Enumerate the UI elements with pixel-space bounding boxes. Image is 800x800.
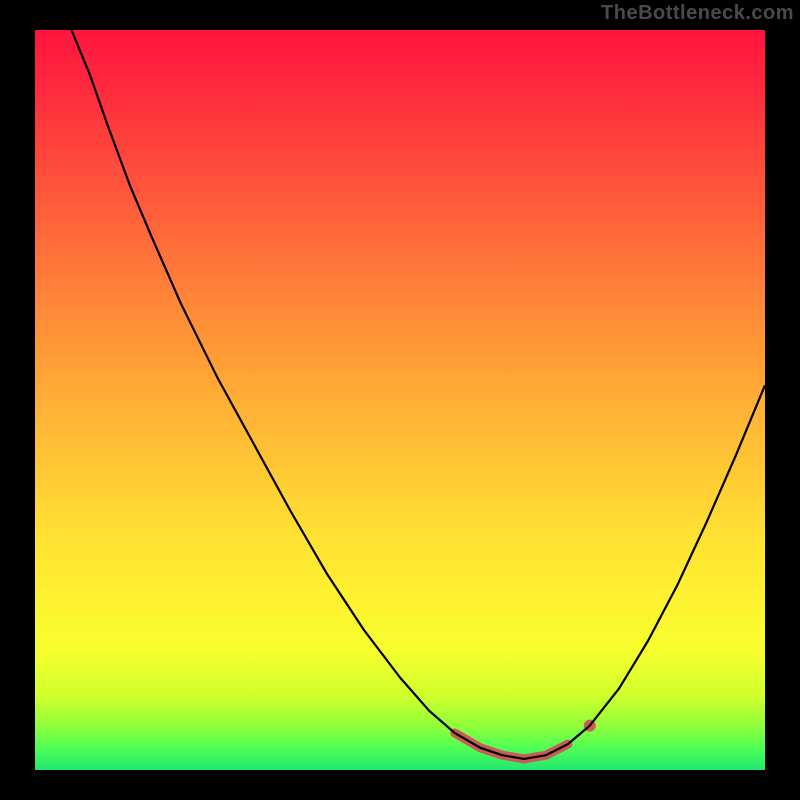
bottleneck-curve [72, 30, 766, 759]
plot-outer-frame [0, 0, 800, 800]
root-container: { "watermark": { "text": "TheBottleneck.… [0, 0, 800, 800]
plot-area [35, 30, 765, 770]
curve-layer [35, 30, 765, 770]
highlight-segment [455, 733, 568, 759]
watermark-text: TheBottleneck.com [601, 2, 794, 25]
